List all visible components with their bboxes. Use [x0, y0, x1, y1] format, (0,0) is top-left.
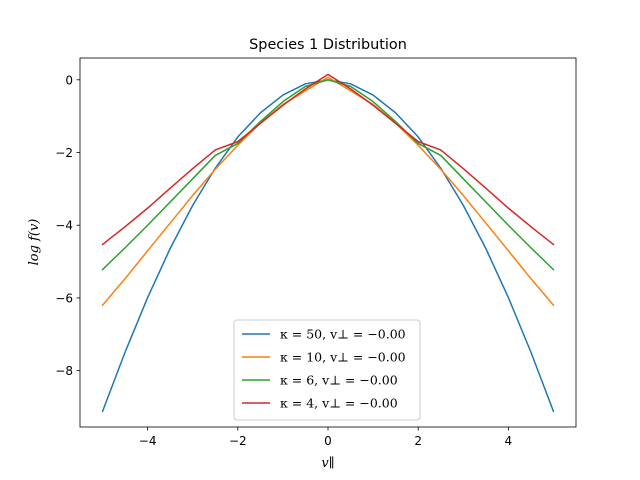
x-tick-label: 0 [324, 434, 332, 448]
legend: κ = 50, v⊥ = −0.00 κ = 10, v⊥ = −0.00 κ = … [233, 319, 421, 421]
y-axis-label: log f(v) [27, 219, 42, 266]
legend-items: κ = 50, v⊥ = −0.00 κ = 10, v⊥ = −0.00 κ = … [242, 327, 406, 411]
y-tick-label: 0 [65, 73, 73, 87]
series-line-1 [101, 76, 555, 307]
legend-label-2: κ = 6, v⊥ = −0.00 [280, 373, 398, 388]
legend-label-0: κ = 50, v⊥ = −0.00 [280, 327, 406, 342]
y-tick-label: −2 [55, 146, 73, 160]
y-tick-label: −8 [55, 364, 73, 378]
legend-label-1: κ = 10, v⊥ = −0.00 [280, 350, 406, 365]
x-tick-label: −2 [229, 434, 247, 448]
chart-title: Species 1 Distribution [249, 37, 407, 53]
legend-label-3: κ = 4, v⊥ = −0.00 [280, 396, 398, 411]
y-tick-label: −6 [55, 291, 73, 305]
x-tick-label: −4 [139, 434, 157, 448]
series-layer [101, 73, 555, 413]
x-axis-ticks: −4 −2 0 2 4 [139, 427, 512, 448]
y-axis-ticks: 0 −2 −4 −6 −8 [55, 73, 80, 378]
y-tick-label: −4 [55, 219, 73, 233]
x-tick-label: 4 [505, 434, 513, 448]
x-axis-label: v∥ [321, 456, 334, 471]
x-tick-label: 2 [414, 434, 422, 448]
legend-box [233, 319, 421, 421]
series-line-2 [101, 79, 555, 271]
series-line-3 [101, 73, 555, 246]
